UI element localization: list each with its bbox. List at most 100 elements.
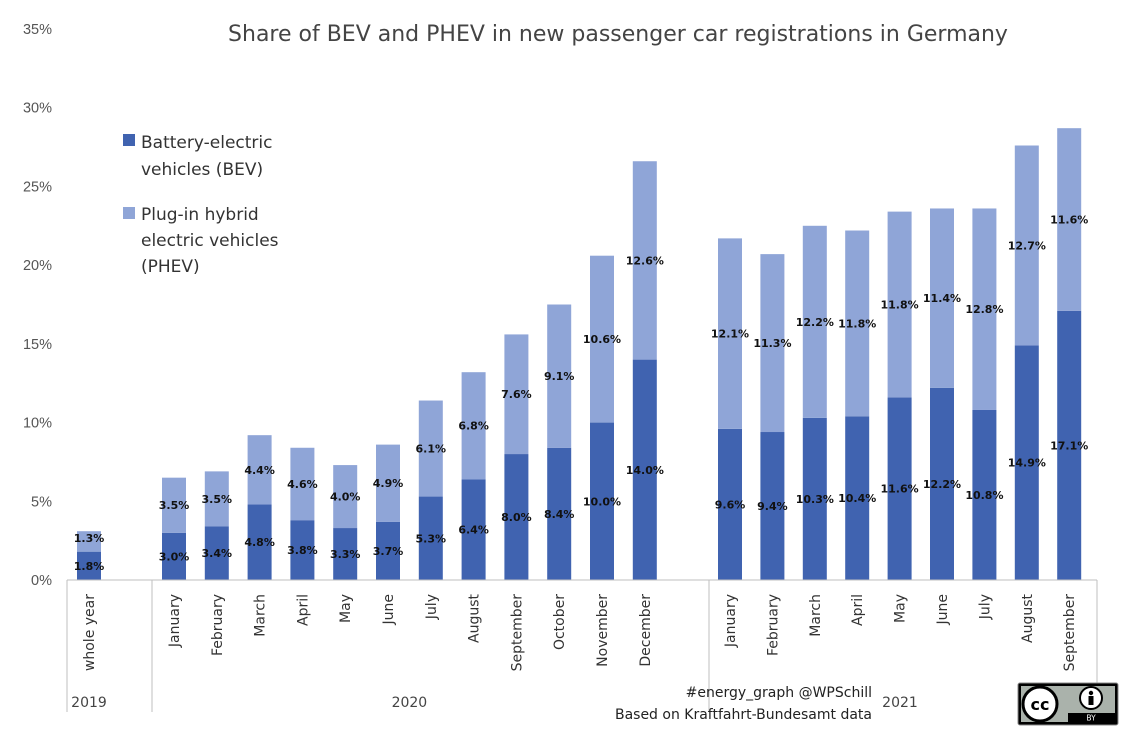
bar-bev <box>547 447 572 580</box>
bar-bev <box>887 397 912 580</box>
data-label-bev: 14.0% <box>626 464 664 477</box>
x-tick-label: June <box>935 594 951 626</box>
data-label-phev: 6.8% <box>458 420 489 433</box>
bar-bev <box>461 479 486 580</box>
bar-phev <box>204 471 229 527</box>
x-tick-label: January <box>167 594 183 648</box>
x-tick-label: September <box>509 594 525 672</box>
data-label-bev: 1.8% <box>74 560 105 573</box>
data-label-phev: 4.4% <box>244 464 275 477</box>
data-label-phev: 11.8% <box>838 317 876 330</box>
bar-bev <box>77 551 101 580</box>
bar-bev <box>760 432 785 580</box>
x-tick-label: July <box>424 594 440 620</box>
bar-bev <box>162 532 186 580</box>
data-label-bev: 10.3% <box>796 493 834 506</box>
bar-phev <box>376 444 400 522</box>
y-tick-label: 35% <box>23 22 52 38</box>
x-tick-label: August <box>1020 593 1036 643</box>
data-label-bev: 12.2% <box>923 478 961 491</box>
y-tick-label: 20% <box>23 258 52 274</box>
legend-label-bev-line1: Battery-electric <box>141 133 272 153</box>
x-tick-label: July <box>977 594 993 620</box>
data-label-bev: 4.8% <box>244 536 275 549</box>
x-axis: whole year January February March April May Ju… <box>67 579 1097 672</box>
bar-phev <box>632 161 657 360</box>
bar-phev <box>1014 145 1039 346</box>
data-label-bev: 8.0% <box>501 511 532 524</box>
data-label-bev: 3.0% <box>159 550 190 563</box>
by-text: BY <box>1086 714 1096 723</box>
data-label-phev: 10.6% <box>583 333 621 346</box>
cc-text: cc <box>1031 695 1050 714</box>
y-tick-label: 0% <box>31 573 52 589</box>
data-label-phev: 11.3% <box>753 337 791 350</box>
bar-bev <box>204 526 229 580</box>
bar-phev <box>760 254 785 433</box>
data-label-phev: 7.6% <box>501 388 532 401</box>
bar-phev <box>162 477 186 533</box>
data-label-bev: 3.4% <box>202 547 233 560</box>
legend-swatch-bev <box>123 134 135 146</box>
x-tick-label: April <box>295 594 311 626</box>
legend-label-bev-line2: vehicles (BEV) <box>141 160 263 180</box>
chart-title: Share of BEV and PHEV in new passenger c… <box>228 22 1008 47</box>
bar-bev <box>1014 345 1039 580</box>
bar-bev <box>290 520 315 580</box>
data-label-bev: 10.0% <box>583 495 621 508</box>
bar-phev <box>1057 128 1082 311</box>
data-label-phev: 4.6% <box>287 478 318 491</box>
data-label-bev: 8.4% <box>544 508 575 521</box>
data-label-bev: 9.4% <box>757 500 788 513</box>
data-label-bev: 5.3% <box>416 532 447 545</box>
bar-bev <box>333 528 358 580</box>
data-label-phev: 3.5% <box>159 499 190 512</box>
year-groups: 2019 2020 2021 <box>66 580 1098 712</box>
data-label-phev: 4.9% <box>373 477 404 490</box>
bar-phev <box>461 372 486 480</box>
bar-bev <box>590 422 614 580</box>
bar-bev <box>376 521 400 580</box>
bar-phev <box>547 304 572 448</box>
bar-bev <box>802 417 827 580</box>
data-label-phev: 4.0% <box>330 491 361 504</box>
bar-bev <box>247 504 272 580</box>
legend-label-phev-line1: Plug-in hybrid <box>141 205 259 225</box>
data-label-phev: 1.3% <box>74 532 105 545</box>
bar-phev <box>77 531 101 552</box>
legend-label-phev-line3: (PHEV) <box>141 257 200 277</box>
bar-phev <box>247 435 272 505</box>
data-label-phev: 12.1% <box>711 328 749 341</box>
data-label-bev: 11.6% <box>881 483 919 496</box>
bar-bev <box>504 454 529 580</box>
data-label-phev: 6.1% <box>416 443 447 456</box>
x-tick-label: March <box>808 594 824 637</box>
data-label-phev: 12.7% <box>1008 239 1046 252</box>
x-tick-label: whole year <box>82 594 98 671</box>
data-label-bev: 3.7% <box>373 545 404 558</box>
x-tick-label: September <box>1062 594 1078 672</box>
data-labels: 1.8% 1.3% 3.0% 3.5% 3.4% 3.5% 4.8% 4.4% 3.8% 4.6%… <box>74 213 1089 573</box>
bars <box>77 128 1082 580</box>
y-tick-label: 10% <box>23 416 52 432</box>
data-label-phev: 11.6% <box>1050 213 1088 226</box>
x-tick-label: December <box>638 594 654 667</box>
bar-bev <box>845 416 870 580</box>
data-label-phev: 12.2% <box>796 316 834 329</box>
data-label-bev: 14.9% <box>1008 457 1046 470</box>
x-tick-label: February <box>210 594 226 656</box>
y-tick-label: 15% <box>23 337 52 353</box>
x-tick-label: June <box>381 594 397 626</box>
bar-bev <box>930 387 954 580</box>
x-tick-label: October <box>552 594 568 650</box>
year-group-label: 2019 <box>71 695 107 711</box>
y-axis: 0% 5% 10% 15% 20% 25% 30% 35% <box>23 22 52 589</box>
bar-bev <box>972 409 997 580</box>
x-tick-label: February <box>765 594 781 656</box>
data-label-bev: 3.8% <box>287 544 318 557</box>
bar-phev <box>418 400 443 497</box>
data-label-phev: 9.1% <box>544 370 575 383</box>
y-tick-label: 5% <box>31 494 52 510</box>
bar-phev <box>972 208 997 410</box>
